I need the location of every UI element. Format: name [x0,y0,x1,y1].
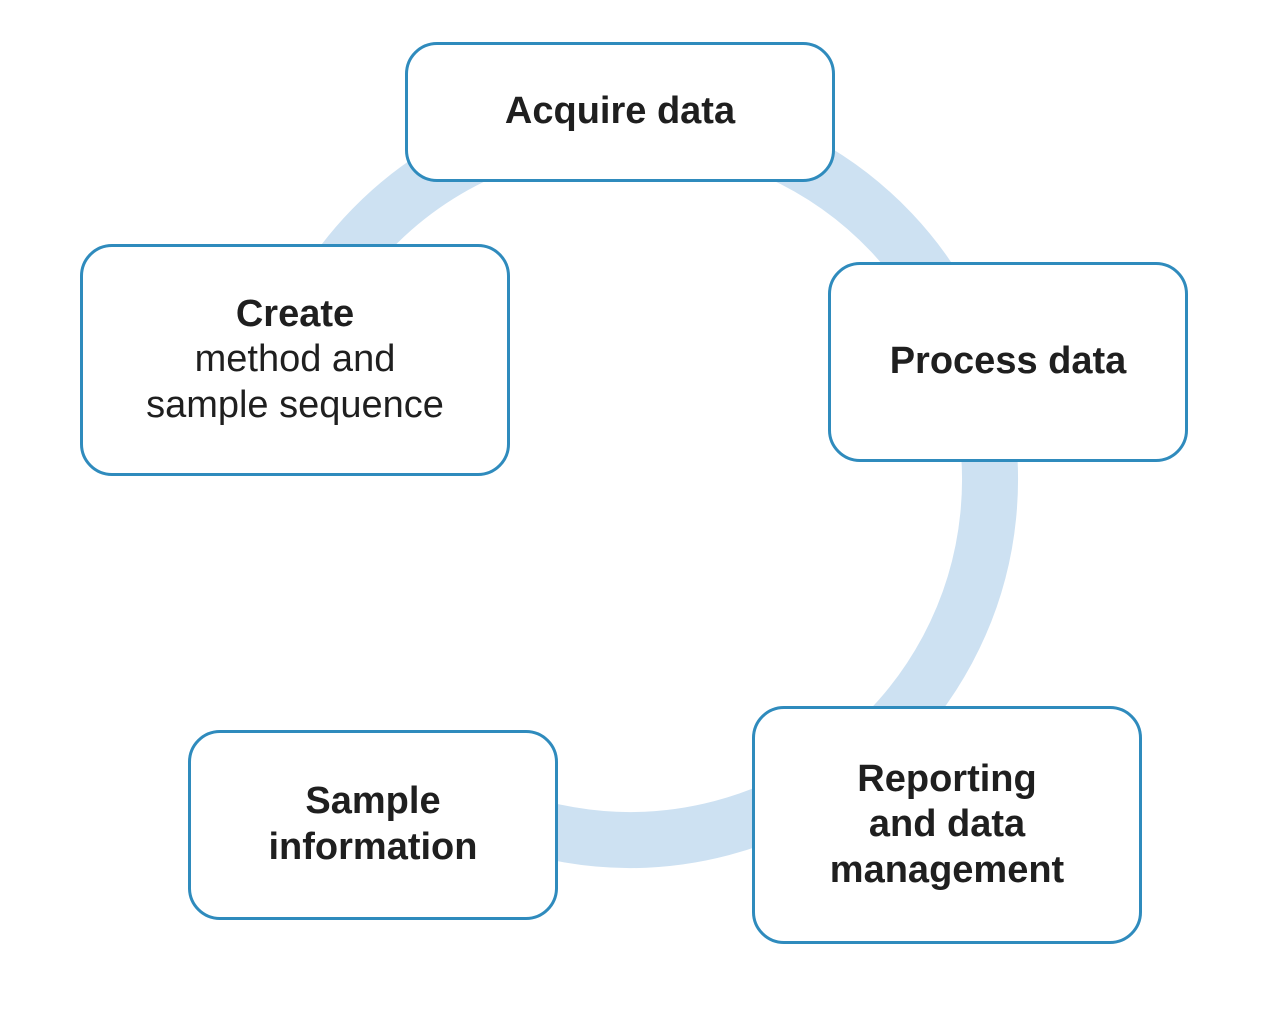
node-label: Sampleinformation [269,779,478,870]
node-label-line: Acquire data [505,89,735,135]
node-label: Reportingand datamanagement [830,757,1064,894]
diagram-stage: Acquire data Process data Reportingand dat… [0,0,1280,1028]
node-reporting: Reportingand datamanagement [752,706,1142,944]
node-label: Process data [890,339,1127,385]
node-label-line: sample sequence [146,383,444,429]
node-label-line: and data [830,802,1064,848]
node-label: Createmethod andsample sequence [146,292,444,429]
node-label: Acquire data [505,89,735,135]
node-label-line: Reporting [830,757,1064,803]
node-label-line: Sample [269,779,478,825]
node-sample-info: Sampleinformation [188,730,558,920]
node-label-line: Create [146,292,444,338]
node-label-line: Process data [890,339,1127,385]
node-label-line: method and [146,337,444,383]
node-label-line: information [269,825,478,871]
node-create: Createmethod andsample sequence [80,244,510,476]
node-acquire: Acquire data [405,42,835,182]
node-label-line: management [830,848,1064,894]
node-process: Process data [828,262,1188,462]
